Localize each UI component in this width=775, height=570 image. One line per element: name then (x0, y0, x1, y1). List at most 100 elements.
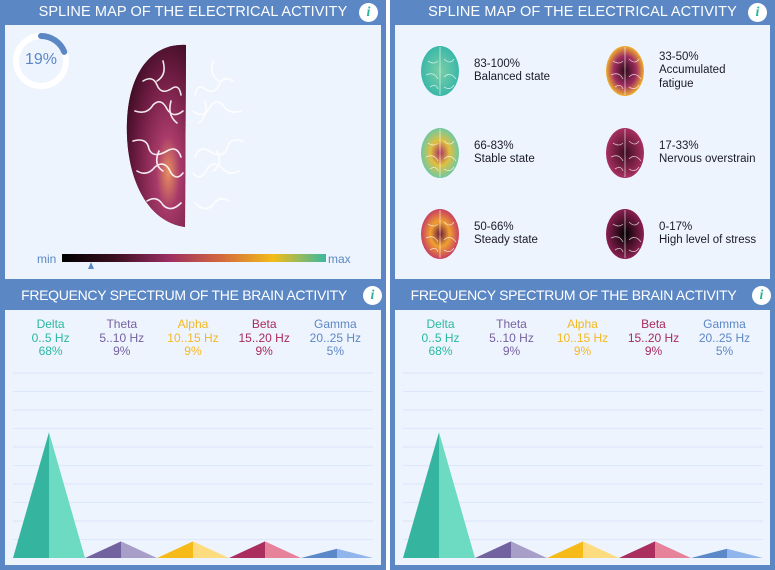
band-range: 0..5 Hz (31, 330, 70, 345)
panel-title: SPLINE MAP OF THE ELECTRICAL ACTIVITY (38, 4, 348, 20)
band-alpha: Alpha 10..15 Hz 9% (551, 317, 615, 359)
legend-label: Nervous overstrain (659, 153, 756, 165)
band-gamma: Gamma 20..25 Hz 5% (303, 317, 367, 359)
peak-gamma-left (691, 548, 727, 558)
brain-map (126, 44, 244, 227)
band-name: Delta (36, 317, 65, 331)
panel-title: FREQUENCY SPECTRUM OF THE BRAIN ACTIVITY (410, 287, 737, 303)
left-panel: SPLINE MAP OF THE ELECTRICAL ACTIVITY i … (0, 0, 386, 570)
info-icon[interactable]: i (752, 286, 771, 305)
band-pct: 9% (184, 344, 202, 358)
band-range: 20..25 Hz (309, 330, 362, 345)
legend-range: 17-33% (659, 139, 699, 152)
peak-gamma-left (301, 548, 337, 558)
band-name: Theta (106, 317, 138, 331)
legend-label: Stable state (474, 153, 535, 165)
legend-label: High level of stress (659, 234, 757, 246)
legend-label: Balanced state (474, 71, 551, 83)
panel-title: FREQUENCY SPECTRUM OF THE BRAIN ACTIVITY (21, 287, 347, 303)
band-range: 5..10 Hz (489, 330, 534, 345)
spline-map-header: SPLINE MAP OF THE ELECTRICAL ACTIVITY (0, 0, 386, 25)
band-gamma: Gamma 20..25 Hz 5% (693, 317, 757, 359)
band-pct: 9% (573, 344, 592, 358)
peak-delta-right (49, 432, 85, 558)
band-name: Alpha (177, 317, 209, 331)
peak-beta-right (655, 541, 691, 558)
band-beta: Beta 15..20 Hz 9% (622, 317, 686, 359)
peak-theta-left (475, 541, 511, 558)
peak-alpha-right (193, 541, 229, 558)
progress-ring (13, 33, 69, 89)
legend-item: 66-83% Stable state (420, 127, 574, 179)
legend-range: 83-100% (474, 57, 521, 70)
band-pct: 5% (326, 344, 345, 358)
band-pct: 9% (113, 344, 131, 358)
legend-item: 0-17% High level of stress (605, 208, 759, 260)
spectrum-chart (13, 372, 373, 558)
info-icon[interactable]: i (748, 3, 767, 22)
spline-map-header: SPLINE MAP OF THE ELECTRICAL ACTIVITY (390, 0, 775, 25)
state-legend: 83-100% Balanced state 33-50% Accumulated f… (395, 25, 770, 279)
progress-label: 19% (24, 51, 58, 68)
scale-min-label: min (37, 252, 57, 266)
right-panel: SPLINE MAP OF THE ELECTRICAL ACTIVITY i … (390, 0, 775, 570)
band-name: Delta (426, 317, 455, 331)
peak-gamma-right (337, 548, 373, 558)
brain-thumbnail (606, 209, 644, 259)
band-name: Beta (251, 317, 277, 331)
band-name: Theta (496, 317, 527, 331)
scale-max-label: max (328, 252, 351, 266)
legend-item: 83-100% Balanced state (420, 45, 574, 97)
band-name: Alpha (567, 317, 598, 331)
band-range: 15..20 Hz (627, 330, 680, 345)
color-scale (62, 254, 326, 269)
peak-theta-left (85, 541, 121, 558)
peak-alpha-left (547, 541, 583, 558)
brain-thumbnail (421, 46, 459, 96)
band-theta: Theta 5..10 Hz 9% (480, 317, 544, 359)
legend-label: Accumulated fatigue (659, 64, 726, 90)
band-range: 15..20 Hz (238, 330, 290, 345)
peak-beta-right (265, 541, 301, 558)
peak-beta-left (619, 541, 655, 558)
band-pct: 68% (428, 344, 453, 358)
brain-thumbnail (606, 46, 644, 96)
band-delta: Delta 0..5 Hz 68% (409, 317, 473, 359)
frequency-spectrum: Delta 0..5 Hz 68% Theta 5..10 Hz 9% Alpha 10..1… (395, 310, 770, 565)
legend-range: 50-66% (474, 220, 514, 233)
panel-title: SPLINE MAP OF THE ELECTRICAL ACTIVITY (428, 4, 737, 20)
legend-item: 50-66% Steady state (420, 208, 574, 260)
band-name: Beta (641, 317, 666, 331)
band-pct: 9% (502, 344, 521, 358)
brain-thumbnail (606, 128, 644, 178)
info-icon[interactable]: i (359, 3, 378, 22)
band-pct: 9% (255, 344, 273, 358)
band-pct: 9% (644, 344, 663, 358)
peak-alpha-left (157, 541, 193, 558)
band-range: 5..10 Hz (99, 330, 145, 345)
band-alpha: Alpha 10..15 Hz 9% (161, 317, 225, 359)
peak-alpha-right (583, 541, 619, 558)
spectrum-chart (403, 372, 763, 558)
spline-map: 19% min max (5, 25, 381, 279)
band-range: 10..15 Hz (167, 330, 219, 345)
info-icon[interactable]: i (363, 286, 382, 305)
band-delta: Delta 0..5 Hz 68% (19, 317, 83, 359)
spectrum-header: FREQUENCY SPECTRUM OF THE BRAIN ACTIVITY (402, 281, 745, 310)
band-beta: Beta 15..20 Hz 9% (232, 317, 296, 359)
spectrum-header: FREQUENCY SPECTRUM OF THE BRAIN ACTIVITY (12, 281, 356, 310)
brain-thumbnail (421, 128, 459, 178)
frequency-spectrum: Delta 0..5 Hz 68% Theta 5..10 Hz 9% Alpha 10..1… (5, 310, 381, 565)
band-range: 0..5 Hz (421, 330, 460, 345)
legend-label: Steady state (474, 234, 538, 246)
scale-marker (88, 262, 95, 269)
legend-item: 17-33% Nervous overstrain (605, 127, 759, 179)
legend-range: 0-17% (659, 220, 693, 233)
band-theta: Theta 5..10 Hz 9% (90, 317, 154, 359)
band-name: Gamma (314, 317, 357, 331)
brain-thumbnail (421, 209, 459, 259)
band-pct: 68% (38, 344, 63, 358)
peak-beta-left (229, 541, 265, 558)
band-name: Gamma (703, 317, 746, 331)
peak-theta-right (511, 541, 547, 558)
